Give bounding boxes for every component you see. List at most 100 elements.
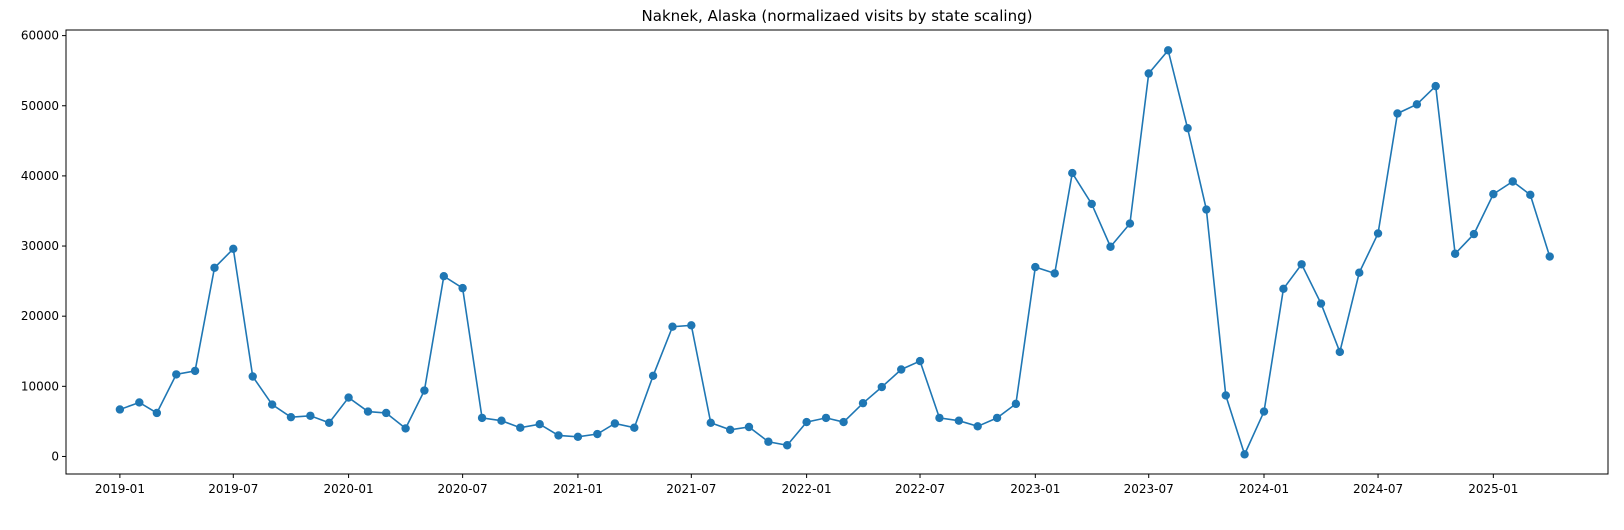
- data-point: [286, 412, 296, 422]
- data-point: [381, 408, 391, 418]
- data-point: [229, 244, 238, 254]
- data-point: [267, 400, 277, 409]
- x-axis: 2019-01 2019-07 2020-01 2020-07 2021-01 2021-…: [95, 474, 1518, 496]
- data-point: [458, 283, 467, 293]
- data-point: [439, 272, 449, 281]
- data-point: [1221, 391, 1230, 400]
- data-point: [1412, 100, 1422, 109]
- data-point: [401, 424, 410, 433]
- data-point: [1393, 109, 1402, 118]
- data-point: [210, 263, 219, 272]
- data-point: [363, 407, 373, 416]
- x-tick-label: 2022-07: [895, 482, 945, 496]
- data-point: [1545, 252, 1554, 261]
- data-point: [1087, 199, 1096, 209]
- y-tick-label: 30000: [21, 239, 59, 253]
- data-point: [935, 413, 944, 423]
- data-point: [706, 418, 715, 427]
- data-point: [821, 413, 831, 423]
- data-point: [1202, 205, 1211, 214]
- y-axis: 0 10000 20000 30000 40000 50000 60000: [21, 29, 66, 463]
- data-point: [516, 423, 525, 432]
- y-tick-label: 60000: [21, 29, 59, 43]
- data-point: [573, 432, 583, 442]
- data-point: [535, 420, 544, 429]
- data-point: [248, 372, 257, 381]
- data-point: [1489, 189, 1498, 199]
- y-tick-label: 20000: [21, 309, 59, 323]
- plot-frame: [65, 29, 1609, 475]
- data-point: [1335, 347, 1345, 357]
- chart-title: Naknek, Alaska (normalizaed visits by st…: [642, 7, 1033, 25]
- data-point: [1050, 269, 1059, 278]
- data-point: [1355, 268, 1364, 277]
- x-tick-label: 2019-07: [208, 482, 258, 496]
- data-point: [992, 413, 1002, 423]
- data-point: [915, 356, 925, 366]
- data-point: [610, 419, 620, 428]
- data-point: [1259, 407, 1269, 416]
- data-point: [135, 398, 144, 407]
- x-tick-label: 2019-01: [95, 482, 145, 496]
- x-tick-label: 2020-01: [324, 482, 374, 496]
- data-point: [172, 370, 181, 379]
- data-point: [115, 405, 125, 414]
- x-tick-label: 2024-07: [1353, 482, 1403, 496]
- data-point: [1373, 229, 1383, 238]
- data-point: [1144, 69, 1153, 78]
- data-point: [306, 411, 315, 420]
- data-point: [744, 422, 754, 432]
- data-point: [1526, 190, 1535, 200]
- data-point: [630, 423, 639, 432]
- y-tick-label: 10000: [21, 379, 59, 393]
- data-point: [1106, 242, 1115, 251]
- data-point: [1297, 260, 1306, 269]
- data-point: [877, 382, 886, 392]
- x-tick-label: 2020-07: [438, 482, 488, 496]
- y-tick-label: 40000: [21, 169, 59, 183]
- x-tick-label: 2021-07: [666, 482, 716, 496]
- data-point: [687, 321, 696, 330]
- data-point: [152, 408, 162, 418]
- data-point: [1183, 124, 1192, 133]
- data-point: [764, 437, 773, 446]
- data-point: [497, 416, 506, 425]
- data-point: [648, 371, 658, 380]
- data-point: [593, 429, 602, 439]
- data-point: [1431, 81, 1440, 91]
- x-tick-label: 2023-01: [1010, 482, 1060, 496]
- data-point: [1450, 249, 1460, 258]
- data-point: [190, 366, 200, 376]
- data-point: [324, 418, 334, 427]
- data-point: [1469, 229, 1479, 239]
- data-point: [668, 322, 677, 331]
- data-point: [1011, 399, 1021, 409]
- data-point: [344, 393, 353, 402]
- series-group: [115, 46, 1554, 459]
- data-point: [554, 431, 563, 440]
- x-tick-label: 2022-01: [782, 482, 832, 496]
- x-tick-label: 2023-07: [1124, 482, 1174, 496]
- data-point: [1316, 299, 1326, 308]
- data-point: [1279, 284, 1288, 294]
- data-point: [420, 386, 429, 395]
- data-point: [1163, 46, 1173, 55]
- data-point: [477, 413, 487, 423]
- x-tick-label: 2024-01: [1239, 482, 1289, 496]
- data-point: [839, 417, 848, 427]
- data-point: [1508, 177, 1517, 186]
- data-point: [782, 441, 792, 450]
- y-tick-label: 50000: [21, 99, 59, 113]
- data-point: [1031, 262, 1040, 272]
- x-tick-label: 2021-01: [553, 482, 603, 496]
- data-point: [1125, 219, 1135, 228]
- data-point: [858, 398, 868, 408]
- data-point: [1068, 168, 1077, 178]
- x-tick-label: 2025-01: [1468, 482, 1518, 496]
- data-point: [1240, 450, 1249, 459]
- data-point: [954, 416, 964, 425]
- data-point: [725, 425, 735, 435]
- data-point: [802, 417, 811, 427]
